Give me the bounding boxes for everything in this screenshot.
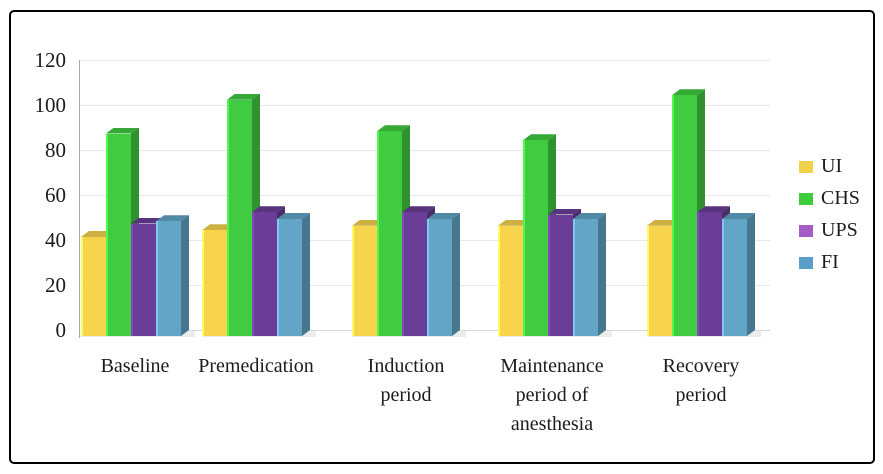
legend-label: FI bbox=[821, 251, 839, 273]
bar-front-face bbox=[252, 212, 277, 336]
legend-label: UPS bbox=[821, 219, 858, 241]
bar-front-face bbox=[722, 219, 747, 336]
legend-item: FI bbox=[799, 252, 860, 273]
bar-front-face bbox=[402, 212, 427, 336]
y-tick-label: 100 bbox=[34, 93, 67, 117]
x-category-label: Premedication bbox=[198, 355, 314, 377]
bar-front-face bbox=[352, 225, 377, 336]
gridline bbox=[79, 105, 770, 106]
x-category-label: Induction period bbox=[367, 355, 445, 406]
bar-top-face bbox=[402, 206, 435, 212]
bar-top-face bbox=[252, 206, 285, 212]
bar-front-face bbox=[647, 225, 672, 336]
bar-side-face bbox=[747, 213, 755, 336]
bar-top-face bbox=[722, 213, 755, 219]
legend-item: CHS bbox=[799, 188, 860, 209]
bar-front-face bbox=[498, 225, 523, 336]
bar-side-face bbox=[302, 213, 310, 336]
bar-front-face bbox=[131, 223, 156, 336]
bar-front-face bbox=[156, 221, 181, 336]
bar-top-face bbox=[573, 213, 606, 219]
bar-top-face bbox=[156, 215, 189, 221]
legend-swatch bbox=[799, 192, 813, 205]
bar-top-face bbox=[106, 128, 139, 134]
bar-side-face bbox=[452, 213, 460, 336]
bar-side-face bbox=[598, 213, 606, 336]
x-category-label: Maintenance period of anesthesia bbox=[500, 355, 604, 435]
bar-top-face bbox=[352, 220, 385, 226]
bar-front-face bbox=[227, 99, 252, 336]
bar-front-face bbox=[523, 140, 548, 336]
bar-top-face bbox=[202, 224, 235, 230]
bar-top-face bbox=[523, 134, 556, 140]
bar-front-face bbox=[277, 219, 302, 336]
bar-front-face bbox=[81, 237, 106, 336]
bar-top-face bbox=[672, 89, 705, 95]
bar-front-face bbox=[427, 219, 452, 336]
y-tick-label: 40 bbox=[45, 228, 66, 252]
y-tick-label: 60 bbox=[45, 183, 66, 207]
bar-front-face bbox=[697, 212, 722, 336]
y-tick-label: 80 bbox=[45, 138, 66, 162]
legend-label: UI bbox=[821, 155, 843, 177]
gridline bbox=[79, 195, 770, 196]
bar-front-face bbox=[672, 95, 697, 336]
bar-top-face bbox=[377, 125, 410, 131]
gridline bbox=[79, 150, 770, 151]
gridline bbox=[79, 60, 770, 61]
bar-top-face bbox=[498, 220, 531, 226]
bar-top-face bbox=[131, 218, 164, 224]
legend: UI CHS UPS FI bbox=[799, 156, 860, 284]
y-tick-label: 120 bbox=[34, 48, 67, 72]
bar-top-face bbox=[277, 213, 310, 219]
x-category-label: Baseline bbox=[100, 355, 170, 377]
bar-front-face bbox=[377, 131, 402, 336]
bar-top-face bbox=[548, 209, 581, 215]
y-tick-label: 0 bbox=[55, 318, 67, 342]
legend-swatch bbox=[799, 160, 813, 173]
bar-top-face bbox=[647, 220, 680, 226]
bar-front-face bbox=[202, 230, 227, 336]
y-tick-label: 20 bbox=[45, 273, 66, 297]
bar-side-face bbox=[181, 215, 189, 336]
bar-top-face bbox=[427, 213, 460, 219]
bar-top-face bbox=[227, 94, 260, 100]
legend-item: UI bbox=[799, 156, 860, 177]
legend-label: CHS bbox=[821, 187, 860, 209]
y-axis-line bbox=[79, 60, 80, 338]
figure-border bbox=[9, 10, 875, 464]
bar-front-face bbox=[573, 219, 598, 336]
bar-front-face bbox=[548, 214, 573, 336]
bar-top-face bbox=[81, 231, 114, 237]
legend-item: UPS bbox=[799, 220, 860, 241]
legend-swatch bbox=[799, 224, 813, 237]
legend-swatch bbox=[799, 256, 813, 269]
bar-front-face bbox=[106, 133, 131, 336]
x-category-label: Recovery period bbox=[662, 355, 740, 406]
bar-top-face bbox=[697, 206, 730, 212]
